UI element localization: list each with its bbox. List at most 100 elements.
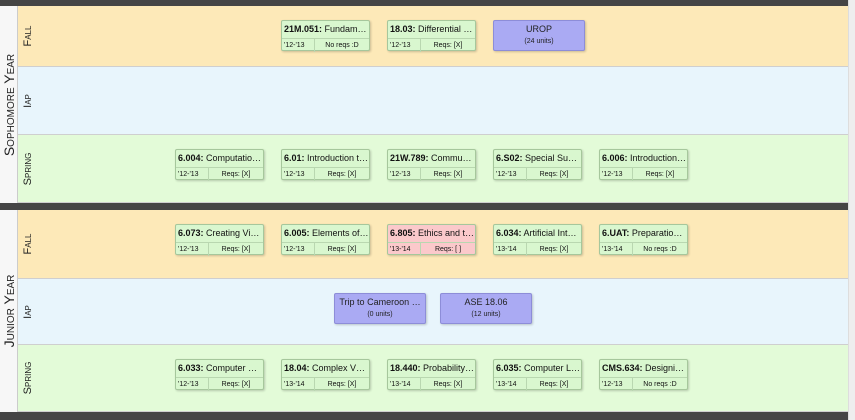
course-title: 6.035: Computer L… bbox=[494, 360, 581, 377]
term-label: Fall bbox=[22, 233, 34, 255]
course-name: Differential … bbox=[415, 24, 473, 34]
course-title: 6.004: Computatio… bbox=[176, 150, 263, 167]
course-code: 21M.051: bbox=[284, 24, 323, 34]
course-reqs: Reqs: [X] bbox=[539, 381, 569, 388]
course-name: Introduction… bbox=[627, 153, 687, 163]
course-card[interactable]: 6.S02: Special Su… '12-'13 Reqs: [X] bbox=[493, 149, 582, 181]
course-card[interactable]: 18.03: Differential … '12-'13 Reqs: [X] bbox=[387, 20, 476, 52]
course-code: 6.805: bbox=[390, 228, 416, 238]
course-card[interactable]: 21W.789: Commu… '12-'13 Reqs: [X] bbox=[387, 149, 476, 181]
course-card[interactable]: 6.005: Elements of… '12-'13 Reqs: [X] bbox=[281, 224, 370, 256]
course-name: Ethics and t… bbox=[415, 228, 475, 238]
course-code: 6.073: bbox=[178, 228, 204, 238]
term-label-cell: Fall bbox=[18, 210, 38, 278]
course-meta: '12-'13 Reqs: [X] bbox=[176, 377, 263, 391]
course-meta: '13-'14 Reqs: [X] bbox=[282, 377, 369, 391]
term-row: Iap bbox=[18, 279, 848, 345]
course-card[interactable]: 6.034: Artificial Int… '13-'14 Reqs: [X] bbox=[493, 224, 582, 256]
course-title: 6.UAT: Preparatio… bbox=[600, 225, 687, 242]
course-card[interactable]: 6.035: Computer L… '13-'14 Reqs: [X] bbox=[493, 359, 582, 391]
course-name: Introduction t… bbox=[304, 153, 369, 163]
term-label-cell: Fall bbox=[18, 6, 38, 66]
course-name: Complex V… bbox=[309, 363, 366, 373]
course-reqs: Reqs: [X] bbox=[539, 246, 569, 253]
course-reqs: Reqs: [X] bbox=[433, 171, 463, 178]
course-title: 21M.051: Fundam… bbox=[282, 21, 369, 38]
course-card[interactable]: 21M.051: Fundam… '12-'13 No reqs :D bbox=[281, 20, 370, 52]
course-name: Computatio… bbox=[203, 153, 262, 163]
course-card[interactable]: 6.073: Creating Vi… '12-'13 Reqs: [X] bbox=[175, 224, 264, 256]
course-year: '12-'13 bbox=[282, 168, 315, 181]
course-year: '12-'13 bbox=[494, 168, 527, 181]
course-name: Preparatio… bbox=[629, 228, 683, 238]
year-divider bbox=[0, 203, 848, 210]
course-name: Commu… bbox=[428, 153, 472, 163]
course-year: '12-'13 bbox=[600, 168, 633, 181]
course-title: 6.006: Introduction… bbox=[600, 150, 687, 167]
year-label-cell: Sophomore Year bbox=[0, 6, 18, 203]
course-card[interactable]: 18.440: Probability… '13-'14 Reqs: [X] bbox=[387, 359, 476, 391]
course-title: 6.005: Elements of… bbox=[282, 225, 369, 242]
course-title: 21W.789: Commu… bbox=[388, 150, 475, 167]
course-title: 6.805: Ethics and t… bbox=[388, 225, 475, 242]
course-meta: '13-'14 Reqs: [X] bbox=[494, 377, 581, 391]
course-year: '13-'14 bbox=[494, 378, 527, 391]
course-meta: '12-'13 Reqs: [X] bbox=[176, 167, 263, 181]
year-divider bbox=[0, 412, 848, 420]
course-year: '12-'13 bbox=[176, 168, 209, 181]
course-name: Creating Vi… bbox=[203, 228, 260, 238]
term-label-cell: Spring bbox=[18, 345, 38, 411]
course-year: '13-'14 bbox=[282, 378, 315, 391]
activity-units: (0 units) bbox=[367, 311, 393, 318]
course-card[interactable]: 6.033: Computer … '12-'13 Reqs: [X] bbox=[175, 359, 264, 391]
course-card[interactable]: 6.UAT: Preparatio… '13-'14 No reqs :D bbox=[599, 224, 688, 256]
course-year: '12-'13 bbox=[600, 378, 633, 391]
course-code: 6.005: bbox=[284, 228, 310, 238]
course-reqs: Reqs: [X] bbox=[433, 42, 463, 49]
course-reqs: Reqs: [X] bbox=[221, 381, 251, 388]
course-meta: '13-'14 Reqs: [X] bbox=[388, 377, 475, 391]
course-card[interactable]: 6.004: Computatio… '12-'13 Reqs: [X] bbox=[175, 149, 264, 181]
course-title: 18.03: Differential … bbox=[388, 21, 475, 38]
course-code: 18.04: bbox=[284, 363, 310, 373]
course-code: 6.035: bbox=[496, 363, 522, 373]
activity-block[interactable]: Trip to Cameroon … (0 units) bbox=[334, 293, 426, 324]
course-reqs: Reqs: [X] bbox=[327, 171, 357, 178]
course-meta: '13-'14 Reqs: [X] bbox=[494, 242, 581, 256]
course-code: 21W.789: bbox=[390, 153, 429, 163]
course-card[interactable]: 6.805: Ethics and t… '13-'14 Reqs: [ ] bbox=[387, 224, 476, 256]
course-meta: '12-'13 Reqs: [X] bbox=[176, 242, 263, 256]
course-code: 6.034: bbox=[496, 228, 522, 238]
course-meta: '12-'13 Reqs: [X] bbox=[282, 167, 369, 181]
course-title: 6.01: Introduction t… bbox=[282, 150, 369, 167]
term-label-cell: Iap bbox=[18, 279, 38, 344]
year-divider bbox=[0, 0, 848, 6]
activity-title: UROP bbox=[525, 24, 552, 34]
activity-block[interactable]: ASE 18.06 (12 units) bbox=[440, 293, 532, 324]
course-card[interactable]: 18.04: Complex V… '13-'14 Reqs: [X] bbox=[281, 359, 370, 391]
course-year: '12-'13 bbox=[176, 378, 209, 391]
course-reqs: Reqs: [ ] bbox=[434, 246, 462, 253]
scrollbar[interactable] bbox=[848, 0, 855, 420]
course-code: 18.440: bbox=[390, 363, 421, 373]
term-label: Spring bbox=[22, 361, 34, 395]
course-meta: '12-'13 Reqs: [X] bbox=[388, 38, 475, 52]
course-card[interactable]: 6.01: Introduction t… '12-'13 Reqs: [X] bbox=[281, 149, 370, 181]
course-meta: '12-'13 Reqs: [X] bbox=[388, 167, 475, 181]
course-reqs: No reqs :D bbox=[325, 42, 359, 49]
course-title: 18.04: Complex V… bbox=[282, 360, 369, 377]
year-label: Junior Year bbox=[0, 274, 17, 348]
activity-block[interactable]: UROP (24 units) bbox=[493, 20, 585, 51]
course-code: 6.033: bbox=[178, 363, 204, 373]
term-label-cell: Iap bbox=[18, 67, 38, 134]
course-year: '13-'14 bbox=[388, 378, 421, 391]
course-reqs: Reqs: [X] bbox=[327, 246, 357, 253]
course-card[interactable]: 6.006: Introduction… '12-'13 Reqs: [X] bbox=[599, 149, 688, 181]
term-label: Spring bbox=[22, 152, 34, 185]
course-reqs: Reqs: [X] bbox=[645, 171, 675, 178]
course-reqs: Reqs: [X] bbox=[221, 246, 251, 253]
course-reqs: Reqs: [X] bbox=[327, 381, 357, 388]
course-card[interactable]: CMS.634: Designi… '12-'13 No reqs :D bbox=[599, 359, 688, 391]
course-year: '12-'13 bbox=[388, 168, 421, 181]
